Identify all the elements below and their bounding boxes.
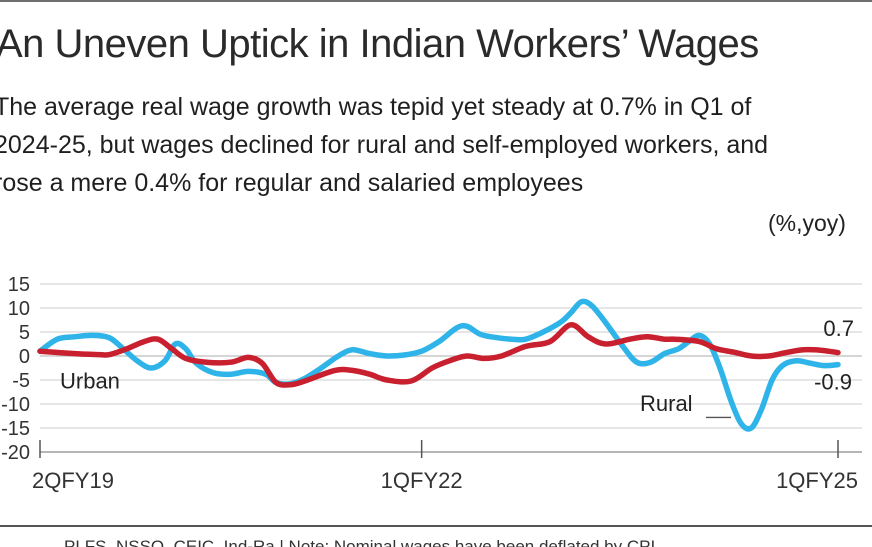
unit-label: (%,yoy) [768,210,846,236]
y-tick-label: -15 [1,418,30,440]
x-tick-label: 1QFY22 [381,468,463,493]
x-tick-label: 2QFY19 [32,468,114,493]
series-line-urban [37,322,841,388]
y-tick-label: -5 [12,370,30,392]
chart-title: An Uneven Uptick in Indian Workers’ Wage… [0,22,759,66]
urban-end-value: 0.7 [823,316,854,341]
y-tick-label: 5 [19,322,30,344]
x-axis: 2QFY19 1QFY22 1QFY25 [32,440,862,493]
chart-subtitle: The average real wage growth was tepid y… [0,93,769,197]
top-rule [0,0,872,2]
y-tick-label: -20 [1,442,30,464]
rural-end-value: -0.9 [814,370,852,395]
y-tick-label: 10 [8,298,30,320]
y-tick-label: 15 [8,274,30,296]
y-tick-label: 0 [19,346,30,368]
series-lines [37,298,841,432]
source-note: PLFS, NSSO, CEIC, Ind-Ra | Note: Nominal… [64,537,656,547]
series-label-urban: Urban [60,369,120,394]
x-tick-label: 1QFY25 [776,468,858,493]
series-label-rural: Rural [640,391,693,416]
annotations: Urban Rural 0.7 -0.9 [60,316,854,419]
bottom-rule [0,525,872,527]
series-line-rural [37,298,841,432]
y-tick-label: -10 [1,394,30,416]
